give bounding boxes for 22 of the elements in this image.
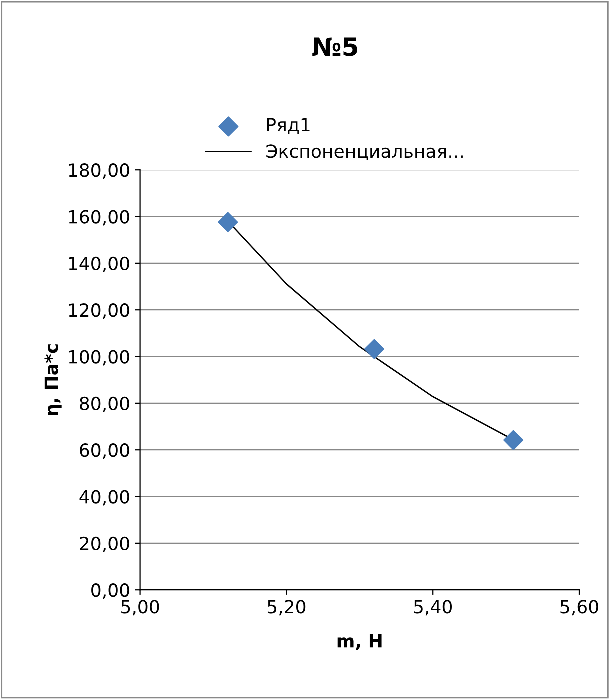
x-tick-label: 5,20: [268, 600, 306, 616]
y-tick-label: 160,00: [69, 210, 130, 226]
y-tick-label: 0,00: [92, 584, 130, 600]
legend-label: Ряд1: [267, 118, 310, 134]
y-axis-title: η, Па*с: [44, 344, 62, 416]
y-tick-label: 20,00: [80, 536, 130, 552]
y-tick-label: 120,00: [69, 304, 130, 320]
y-tick-label: 40,00: [80, 490, 130, 506]
x-tick-label: 5,60: [560, 600, 598, 616]
x-axis-title: m, Н: [338, 634, 382, 650]
y-tick-label: 100,00: [69, 350, 130, 366]
point: [218, 212, 238, 232]
point: [364, 339, 385, 360]
y-tick-label: 60,00: [80, 444, 130, 460]
point: [504, 430, 524, 450]
y-tick-label: 80,00: [80, 396, 130, 412]
x-tick-label: 5,40: [414, 600, 452, 616]
y-tick-label: 180,00: [69, 164, 130, 180]
chart-title: №5: [312, 38, 358, 56]
legend-label: Экспоненциальная...: [266, 144, 463, 160]
y-tick-label: 140,00: [69, 256, 130, 272]
x-tick-label: 5,00: [122, 600, 160, 616]
